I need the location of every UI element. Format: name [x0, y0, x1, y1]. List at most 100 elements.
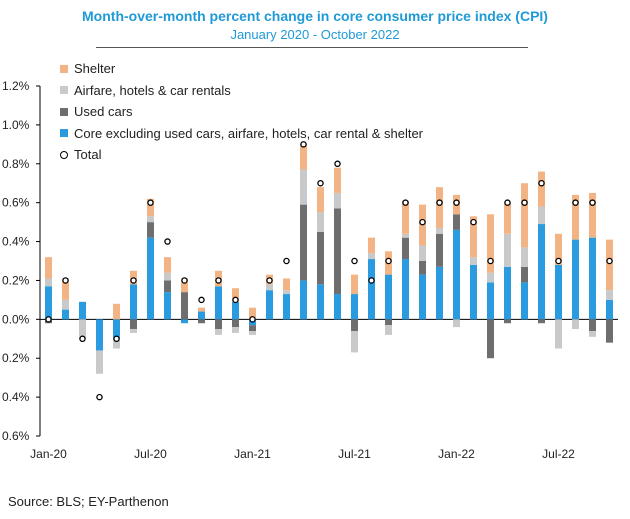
total-marker: [62, 277, 69, 284]
chart-subtitle: January 2020 - October 2022: [230, 27, 400, 42]
total-marker: [385, 257, 392, 265]
bar-segment-2: [283, 290, 290, 295]
total-marker: [232, 296, 239, 304]
bar-segment-0: [334, 294, 341, 320]
chart-legend: Shelter Airfare, hotels & car rentals Us…: [60, 58, 423, 166]
bar-segment-0: [283, 294, 290, 320]
total-marker: [572, 199, 579, 206]
legend-label-used-cars: Used cars: [74, 104, 133, 120]
bar-segment-2: [572, 319, 579, 330]
bar-segment-3: [147, 198, 154, 217]
total-marker: [113, 335, 120, 343]
legend-swatch-used-cars: [60, 107, 68, 116]
total-marker: [402, 199, 409, 206]
bar-segment-0: [300, 280, 307, 320]
bar-segment-2: [266, 284, 273, 291]
total-marker: [317, 179, 324, 187]
y-tick-label: 1.0%: [2, 118, 30, 132]
total-marker: [283, 257, 290, 265]
bar-segment-1: [402, 237, 409, 260]
bar-segment-3: [606, 239, 613, 291]
total-marker: [164, 238, 171, 245]
bar-segment-3: [164, 257, 171, 273]
bar-segment-0: [402, 259, 409, 320]
bar-segment-2: [79, 319, 86, 339]
bar-segment-3: [538, 171, 545, 207]
y-tick-label: 1.2%: [2, 79, 30, 93]
bar-segment-0: [147, 237, 154, 320]
bar-segment-0: [572, 239, 579, 320]
y-tick-label: 0.0%: [2, 312, 30, 326]
legend-item-total: Total: [60, 144, 423, 166]
bar-segment-2: [113, 338, 120, 349]
bar-segment-3: [181, 278, 188, 293]
bar-segment-2: [470, 257, 477, 265]
legend-label-core: Core excluding used cars, airfare, hotel…: [74, 125, 424, 141]
bar-segment-0: [198, 311, 205, 320]
bar-segment-3: [351, 274, 358, 295]
legend-label-shelter: Shelter: [74, 61, 116, 77]
bar-segment-0: [487, 282, 494, 320]
bar-segment-0: [453, 229, 460, 320]
bar-segment-1: [436, 233, 443, 267]
y-tick-label: 0.2%: [2, 351, 30, 365]
total-marker: [79, 335, 86, 343]
x-tick-label: Jan-20: [30, 447, 67, 461]
total-marker: [249, 316, 256, 323]
bar-segment-2: [45, 278, 52, 287]
bar-segment-0: [317, 284, 324, 320]
bar-segment-1: [521, 266, 528, 283]
bar-segment-1: [181, 292, 188, 320]
bar-segment-3: [555, 233, 562, 265]
bar-segment-0: [164, 292, 171, 320]
bar-segment-1: [164, 280, 171, 293]
bar-segment-0: [351, 294, 358, 320]
bar-segment-1: [147, 222, 154, 238]
bar-segment-3: [113, 303, 120, 320]
bar-segment-2: [555, 319, 562, 349]
bar-segment-0: [215, 286, 222, 320]
bar-segment-3: [317, 187, 324, 213]
y-tick-label: 0.6%: [2, 196, 30, 210]
bar-segment-1: [538, 319, 545, 324]
bar-segment-2: [164, 272, 171, 281]
bar-segment-2: [334, 192, 341, 209]
legend-marker-total: [60, 150, 68, 159]
bar-segment-1: [130, 319, 137, 330]
total-marker: [419, 218, 426, 226]
bar-segment-0: [538, 224, 545, 320]
bar-segment-2: [436, 227, 443, 234]
bar-segment-0: [385, 274, 392, 320]
bar-segment-2: [538, 206, 545, 225]
chart-title: Month-over-month percent change in core …: [82, 8, 548, 24]
total-marker: [266, 277, 273, 284]
total-marker: [555, 257, 562, 265]
bar-segment-0: [266, 290, 273, 320]
y-tick-label: 0.8%: [2, 157, 30, 171]
bar-segment-2: [453, 319, 460, 328]
bar-segment-0: [436, 266, 443, 320]
bar-segment-0: [555, 264, 562, 320]
bar-segment-0: [62, 309, 69, 320]
bar-segment-2: [402, 233, 409, 238]
bar-segment-1: [198, 319, 205, 324]
bar-segment-1: [317, 231, 324, 285]
bar-segment-3: [572, 194, 579, 240]
bar-segment-2: [487, 272, 494, 283]
bar-segment-0: [606, 299, 613, 320]
legend-item-used-cars: Used cars: [60, 101, 423, 123]
total-marker: [334, 160, 341, 168]
total-marker: [453, 199, 460, 206]
bar-segment-2: [215, 329, 222, 335]
bar-segment-0: [368, 259, 375, 320]
total-marker: [436, 199, 443, 206]
bar-segment-2: [419, 245, 426, 261]
bar-segment-0: [96, 319, 103, 351]
bar-segment-3: [436, 187, 443, 228]
y-tick-label: 0.4%: [2, 235, 30, 249]
total-marker: [368, 277, 375, 284]
bar-segment-2: [589, 331, 596, 337]
bar-segment-1: [504, 319, 511, 324]
legend-swatch-shelter: [60, 64, 68, 73]
